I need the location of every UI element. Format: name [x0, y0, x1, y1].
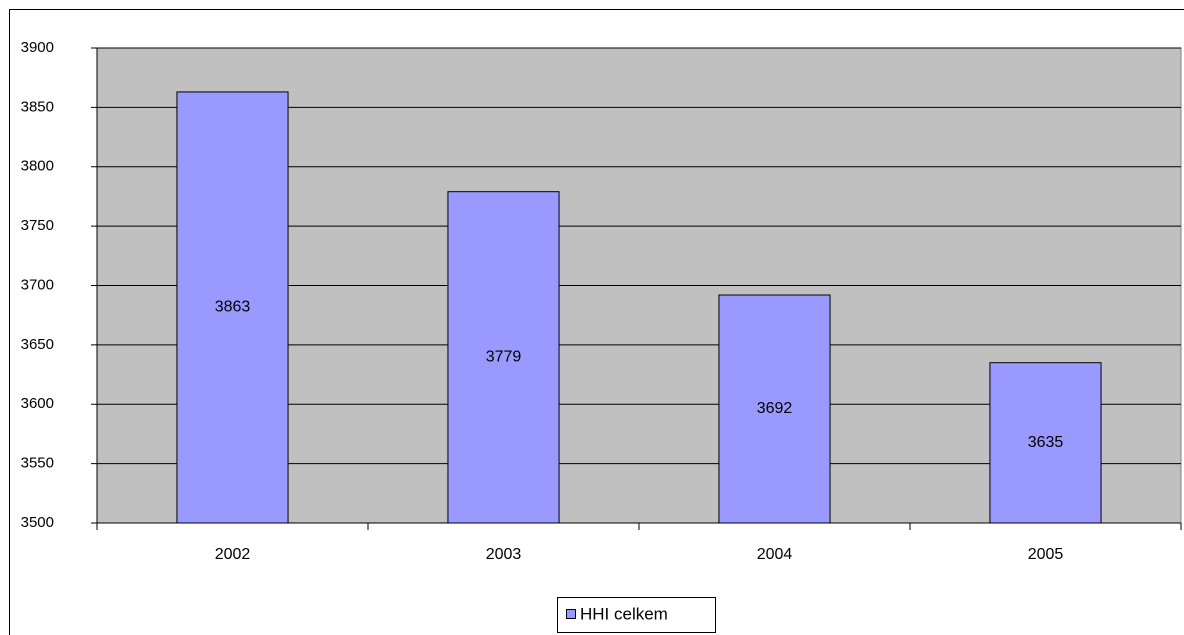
y-tick-label: 3850 [21, 98, 54, 115]
y-tick-label: 3650 [21, 336, 54, 353]
y-tick-label: 3700 [21, 276, 54, 293]
bar [447, 191, 560, 524]
bar [176, 91, 289, 524]
legend-label: HHI celkem [580, 604, 668, 623]
x-tick-label: 2004 [757, 546, 793, 563]
y-tick-label: 3750 [21, 217, 54, 234]
data-label: 3779 [486, 349, 522, 366]
legend-swatch [566, 609, 576, 619]
y-tick-label: 3500 [21, 514, 54, 531]
data-label: 3635 [1028, 434, 1064, 451]
data-label: 3692 [757, 400, 793, 417]
bar [718, 294, 831, 524]
x-tick-label: 2005 [1028, 546, 1064, 563]
bar [989, 362, 1102, 524]
y-tick-label: 3600 [21, 395, 54, 412]
x-tick-label: 2002 [215, 546, 251, 563]
y-tick-label: 3900 [21, 39, 54, 56]
data-label: 3863 [215, 299, 251, 316]
y-tick-label: 3800 [21, 158, 54, 175]
legend-box [557, 597, 716, 633]
x-tick-label: 2003 [486, 546, 522, 563]
y-tick-label: 3550 [21, 455, 54, 472]
